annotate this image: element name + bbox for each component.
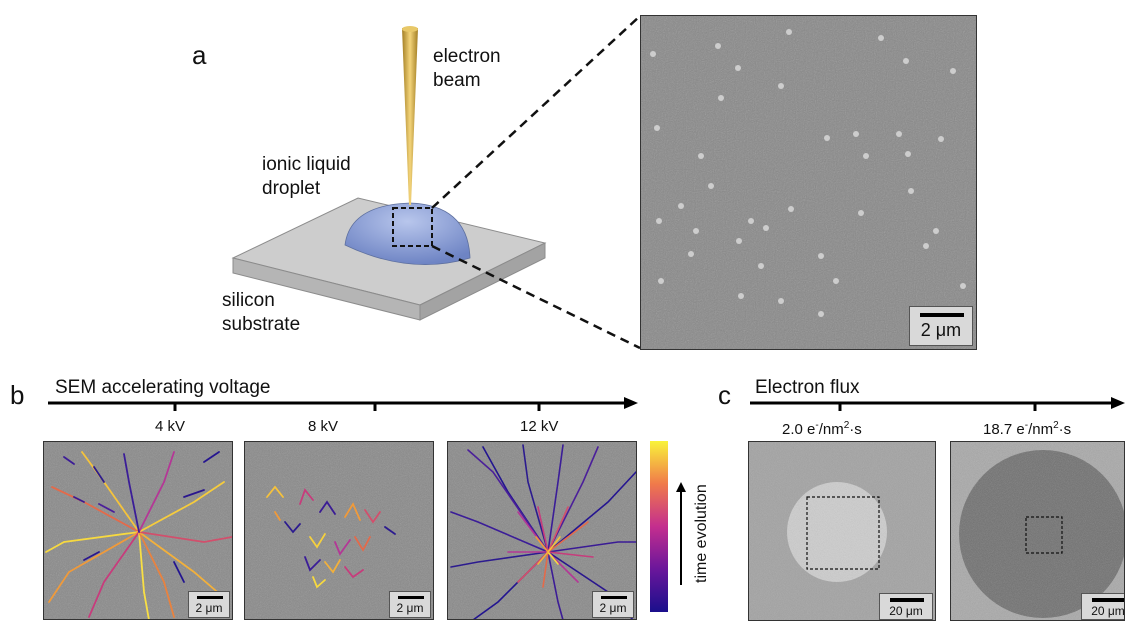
panel-a-letter: a bbox=[192, 40, 207, 70]
voltage-label-8kv: 8 kV bbox=[308, 418, 339, 435]
flux-label-2: 18.7 e-/nm2·s bbox=[983, 420, 1072, 438]
scale-bar-12kv: 2 μm bbox=[592, 591, 634, 618]
panel-c-axis-arrow bbox=[750, 397, 1125, 411]
flux-label-1: 2.0 e-/nm2·s bbox=[782, 420, 862, 438]
zoom-region-box bbox=[392, 207, 433, 247]
sem-12kv: 2 μm bbox=[447, 441, 637, 620]
trajectories-4kv bbox=[45, 451, 232, 619]
sem-particles bbox=[641, 16, 976, 349]
scale-bar-flux-low: 20 μm bbox=[879, 593, 933, 620]
voltage-label-12kv: 12 kV bbox=[520, 418, 559, 435]
sem-8kv: 2 μm bbox=[244, 441, 434, 620]
scale-bar-flux-high: 20 μm bbox=[1081, 593, 1124, 620]
scale-bar-label: 2 μm bbox=[909, 306, 973, 346]
time-colorbar bbox=[650, 441, 668, 612]
zoomed-sem-image: 2 μm bbox=[640, 15, 977, 350]
panel-c-letter: c bbox=[718, 380, 731, 410]
scale-bar-4kv: 2 μm bbox=[188, 591, 230, 618]
droplet-label: ionic liquid droplet bbox=[262, 154, 351, 199]
substrate-label: silicon substrate bbox=[222, 290, 301, 335]
panel-c-axis-title: Electron flux bbox=[755, 377, 860, 398]
electron-beam-label: electron beam bbox=[433, 46, 501, 91]
panel-b-letter: b bbox=[10, 380, 25, 410]
sem-4kv: 2 μm bbox=[43, 441, 233, 620]
panel-b-axis-title: SEM accelerating voltage bbox=[55, 377, 271, 398]
panel-b-axis-arrow bbox=[48, 397, 638, 411]
time-arrow bbox=[676, 482, 686, 585]
time-evolution-label: time evolution bbox=[693, 484, 710, 583]
scale-bar-8kv: 2 μm bbox=[389, 591, 431, 618]
electron-beam bbox=[402, 28, 418, 205]
sem-flux-low: 20 μm bbox=[748, 441, 936, 621]
sem-flux-high: 20 μm bbox=[950, 441, 1125, 621]
voltage-label-4kv: 4 kV bbox=[155, 418, 186, 435]
schematic-diagram bbox=[231, 15, 640, 350]
trajectories-8kv bbox=[266, 485, 396, 589]
